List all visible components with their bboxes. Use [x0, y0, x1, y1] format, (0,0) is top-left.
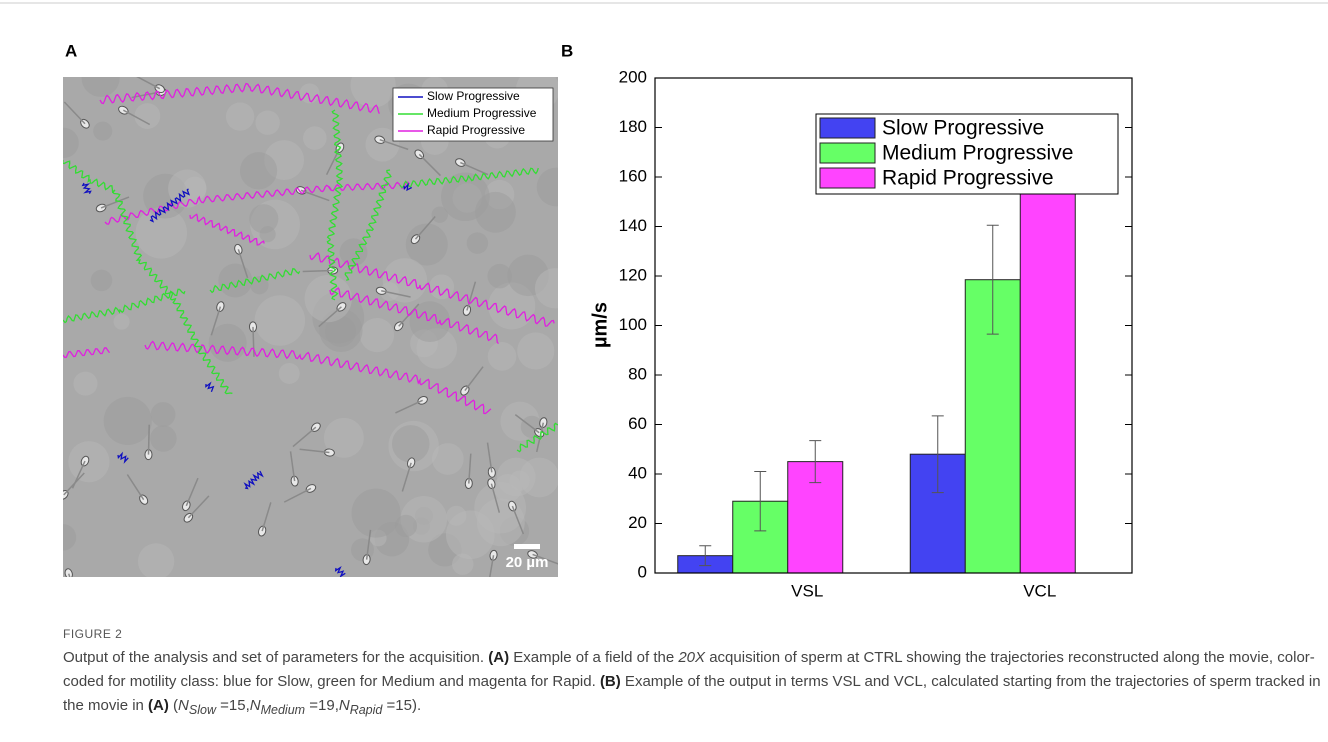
texture — [360, 318, 394, 352]
caption-text: =19, — [305, 697, 339, 714]
legend-label: Medium Progressive — [427, 106, 537, 120]
legend-label: Rapid Progressive — [882, 167, 1054, 190]
texture — [429, 274, 454, 299]
panel-ref: (A) — [148, 697, 169, 714]
scale-bar — [514, 544, 540, 549]
bar-chart: 0 20 40 60 80 100 120 140 160 180 200 VSL VCL Slow Pr… — [619, 67, 1132, 600]
texture — [135, 103, 161, 129]
texture — [73, 372, 97, 396]
texture — [452, 553, 473, 574]
texture — [406, 223, 448, 265]
caption-text: 20X — [678, 649, 705, 666]
caption-text: =15, — [216, 697, 250, 714]
y-tick-label: 180 — [619, 117, 647, 136]
texture — [352, 489, 401, 538]
legend-swatch — [820, 168, 875, 188]
texture — [138, 543, 174, 579]
texture — [49, 128, 79, 158]
texture — [150, 425, 176, 451]
texture — [467, 232, 488, 253]
x-tick-label: VSL — [791, 581, 823, 600]
symbol: N — [250, 697, 261, 714]
texture — [395, 515, 417, 537]
texture — [305, 275, 352, 322]
figure: A B Slow Progressive Medium Progressive … — [0, 0, 1328, 620]
texture — [351, 62, 396, 107]
texture — [114, 314, 130, 330]
texture — [104, 397, 152, 445]
caption-text: Output of the analysis and set of parame… — [63, 649, 488, 666]
y-tick-label: 80 — [628, 364, 647, 383]
subscript: Medium — [261, 703, 305, 717]
texture — [260, 226, 276, 242]
panel-ref: (B) — [600, 673, 621, 690]
texture — [240, 152, 277, 189]
texture — [303, 126, 327, 150]
texture — [441, 172, 490, 221]
texture — [487, 264, 511, 288]
texture — [255, 295, 305, 345]
bar — [1020, 157, 1075, 573]
texture — [255, 110, 279, 134]
page: A B Slow Progressive Medium Progressive … — [0, 0, 1328, 742]
panel-label: A — [65, 41, 77, 60]
texture — [82, 59, 120, 97]
texture — [209, 324, 247, 362]
y-tick-label: 140 — [619, 216, 647, 235]
y-tick-label: 40 — [628, 463, 647, 482]
y-tick-label: 160 — [619, 166, 647, 185]
texture — [494, 474, 522, 502]
subscript: Slow — [189, 703, 216, 717]
legend-label: Slow Progressive — [882, 117, 1044, 140]
y-tick-label: 20 — [628, 513, 647, 532]
y-tick-label: 120 — [619, 265, 647, 284]
texture — [91, 270, 113, 292]
legend-swatch — [820, 118, 875, 138]
legend-label: Medium Progressive — [882, 142, 1073, 165]
cell-tail — [303, 270, 333, 271]
cell-tail — [253, 327, 254, 357]
caption: FIGURE 2 Output of the analysis and set … — [63, 622, 1325, 722]
texture — [535, 268, 575, 308]
y-axis-label: µm/s — [589, 302, 611, 348]
scale-bar-label: 20 µm — [506, 554, 549, 571]
texture — [218, 264, 252, 298]
legend-swatch — [820, 143, 875, 163]
y-tick-label: 200 — [619, 67, 647, 86]
figure-label: FIGURE 2 — [63, 622, 1325, 646]
texture — [279, 363, 300, 384]
legend-label: Slow Progressive — [427, 89, 520, 103]
symbol: N — [339, 697, 350, 714]
symbol: N — [178, 697, 189, 714]
texture — [488, 342, 517, 371]
subscript: Rapid — [350, 703, 383, 717]
caption-text: Example of a field of the — [509, 649, 678, 666]
caption-text: ( — [169, 697, 178, 714]
legend-label: Rapid Progressive — [427, 123, 525, 137]
x-tick-label: VCL — [1023, 581, 1056, 600]
cell-tail — [148, 425, 149, 455]
cell-tail — [69, 574, 77, 603]
caption-text: Output of the analysis and set of parame… — [63, 646, 1325, 722]
texture — [226, 102, 254, 130]
panel-label: B — [561, 41, 573, 60]
texture — [537, 168, 576, 207]
panel-ref: (A) — [488, 649, 509, 666]
texture — [93, 122, 112, 141]
texture — [446, 510, 495, 559]
texture — [151, 402, 176, 427]
y-tick-label: 60 — [628, 414, 647, 433]
texture — [50, 524, 76, 550]
texture — [392, 425, 430, 463]
texture — [517, 332, 554, 369]
y-tick-label: 0 — [638, 562, 647, 581]
y-tick-label: 100 — [619, 315, 647, 334]
caption-text: =15). — [382, 697, 421, 714]
